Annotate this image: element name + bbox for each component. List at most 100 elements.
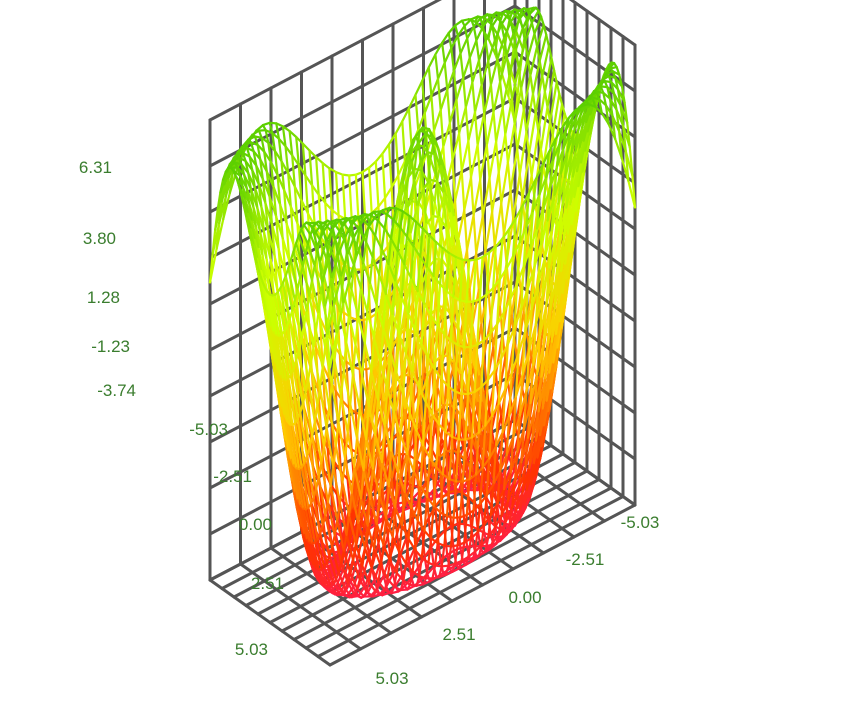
surface-mesh-segment [341,173,347,220]
surface-mesh-segment [350,216,359,226]
surface-mesh-segment [357,521,367,550]
surface-mesh-segment [304,508,314,545]
surface-mesh-segment [530,21,536,35]
surface-mesh-segment [500,71,510,98]
surface-mesh-segment [375,303,385,329]
surface-mesh-segment [347,217,353,226]
surface-mesh-segment [408,135,417,157]
surface-mesh-segment [303,455,309,465]
surface-mesh-segment [463,208,469,252]
surface-mesh-segment [433,368,443,381]
surface-mesh-segment [494,373,500,399]
surface-mesh-segment [389,354,395,383]
surface-mesh-segment [417,386,427,404]
surface-mesh-segment [517,66,523,90]
surface-mesh-segment [512,395,518,438]
surface-mesh-segment [299,276,308,312]
surface-mesh-segment [341,217,350,228]
surface-mesh-segment [432,108,442,132]
surface-mesh-segment [492,245,497,290]
surface-mesh-segment [313,404,319,423]
surface-mesh-segment [285,222,291,263]
surface-mesh-segment [405,215,411,238]
surface-mesh-segment [441,31,450,45]
surface-mesh-segment [479,466,484,505]
surface-mesh-segment [410,142,420,164]
surface-mesh-segment [282,378,291,426]
surface-mesh-segment [332,276,342,306]
surface-mesh-segment [462,76,467,109]
surface-mesh-segment [333,334,339,362]
surface-mesh-segment [345,341,354,376]
surface-mesh-segment [493,502,499,530]
surface-mesh-segment [341,225,346,239]
surface-mesh-segment [370,566,380,583]
surface-mesh-segment [366,497,372,527]
surface-mesh-segment [339,276,345,306]
surface-mesh-segment [311,434,320,479]
surface-mesh-segment [509,68,519,96]
surface-mesh-segment [554,102,564,149]
surface-mesh-segment [311,542,321,571]
surface-mesh-segment [488,414,494,460]
surface-mesh-segment [445,290,455,298]
surface-mesh-segment [305,294,311,312]
surface-mesh-segment [506,471,512,503]
surface-mesh-segment [493,202,503,247]
surface-mesh-segment [374,152,384,163]
surface-mesh-segment [337,395,343,424]
surface-mesh-segment [375,493,381,526]
surface-mesh-segment [530,9,540,24]
surface-mesh-segment [362,223,371,240]
surface-mesh-segment [460,346,466,395]
surface-mesh-segment [307,363,312,381]
surface-mesh-segment [432,504,442,514]
surface-mesh-segment [373,547,382,568]
surface-mesh-segment [389,535,394,563]
surface-mesh-segment [451,159,457,202]
surface-mesh-segment [284,145,290,175]
surface-mesh-segment [407,276,413,315]
surface-mesh-segment [451,435,460,441]
surface-mesh-segment [321,257,330,284]
surface-mesh-segment [335,577,344,595]
surface-mesh-segment [435,180,441,219]
surface-mesh-segment [342,533,348,552]
surface-mesh-segment [471,81,477,114]
surface-mesh-segment [487,39,496,62]
surface-mesh-segment [395,551,401,575]
surface-mesh-segment [479,178,484,217]
surface-mesh-segment [338,502,348,536]
surface-mesh-segment [309,346,315,366]
surface-mesh-segment [394,279,403,299]
surface-mesh-segment [514,352,520,398]
surface-mesh-segment [476,112,486,146]
surface-mesh-segment [497,171,503,205]
surface-mesh-segment [501,228,511,240]
surface-mesh-segment [391,279,397,316]
surface-mesh-segment [308,434,314,449]
surface-mesh-segment [401,154,411,186]
surface-mesh-segment [454,19,464,27]
surface-mesh-segment [389,559,398,575]
surface-mesh-segment [414,519,419,552]
surface-mesh-segment [462,56,471,79]
surface-mesh-segment [350,288,360,317]
surface-mesh-segment [438,565,443,579]
surface-mesh-segment [306,233,312,245]
surface-mesh-segment [394,183,404,224]
surface-mesh-segment [588,90,598,98]
surface-mesh-segment [357,497,363,524]
surface-mesh-segment [521,192,531,208]
surface-mesh-segment [404,562,414,573]
surface-mesh-segment [341,481,351,517]
surface-mesh-segment [396,249,406,266]
surface-mesh-segment [508,48,518,78]
surface-mesh-segment [453,544,459,565]
surface-mesh-segment [463,176,473,212]
surface-mesh-segment [381,152,387,200]
surface-mesh-segment [278,334,287,381]
surface-mesh-segment [435,423,440,469]
surface-mesh-segment [366,215,371,226]
surface-mesh-segment [449,295,455,342]
